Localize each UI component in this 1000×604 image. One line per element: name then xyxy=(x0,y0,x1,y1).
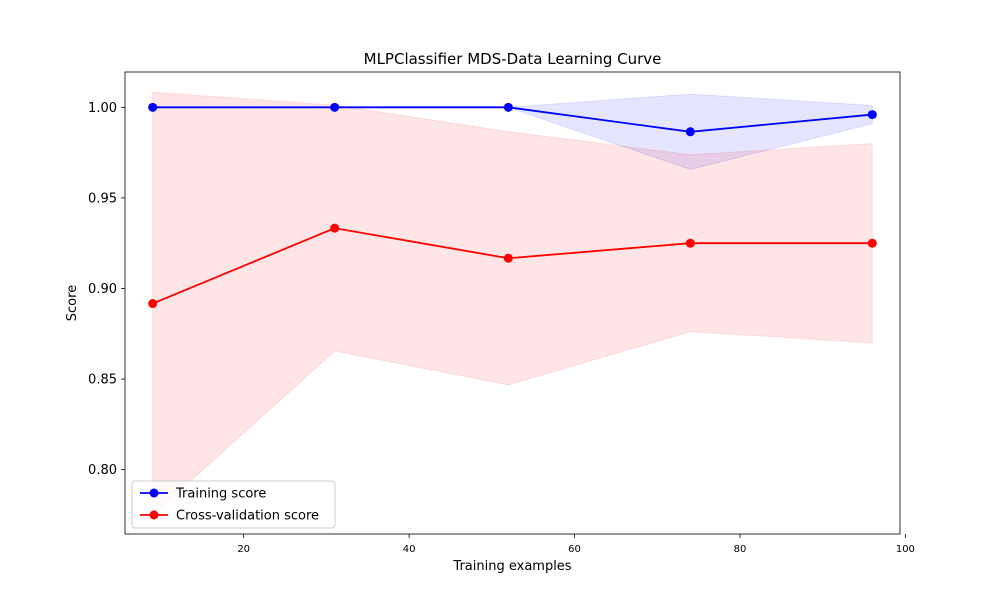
data-point-0-1 xyxy=(330,102,340,112)
data-point-1-0 xyxy=(148,299,158,309)
x-tick-label: 80 xyxy=(734,544,747,555)
x-axis-label: Training examples xyxy=(452,559,571,574)
x-tick-label: 20 xyxy=(237,544,250,555)
legend-label-1: Cross-validation score xyxy=(176,509,319,524)
x-axis-ticks: 20 40 60 80 100 xyxy=(237,534,915,555)
y-axis-label: Score xyxy=(65,285,80,321)
data-point-1-4 xyxy=(867,238,877,248)
y-tick-label: 0.95 xyxy=(88,191,117,206)
legend-label-0: Training score xyxy=(175,487,266,502)
data-point-0-0 xyxy=(148,102,158,112)
plot-frame xyxy=(124,71,901,535)
confidence-band-1 xyxy=(152,91,873,517)
data-point-1-3 xyxy=(685,238,695,248)
y-tick-label: 0.80 xyxy=(88,463,117,478)
data-point-0-4 xyxy=(867,110,877,120)
data-point-1-2 xyxy=(503,253,513,263)
x-tick-label: 100 xyxy=(896,544,915,555)
chart-title: MLPClassifier MDS-Data Learning Curve xyxy=(364,50,662,68)
x-tick-label: 60 xyxy=(568,544,581,555)
y-tick-label: 1.00 xyxy=(88,101,117,116)
data-point-0-3 xyxy=(685,127,695,137)
legend-swatch-marker-0 xyxy=(149,488,159,498)
legend: Training score Cross-validation score xyxy=(131,480,336,529)
y-tick-label: 0.90 xyxy=(88,282,117,297)
data-point-0-2 xyxy=(503,102,513,112)
series-markers xyxy=(148,102,877,309)
y-tick-label: 0.85 xyxy=(88,373,117,388)
plot-background xyxy=(125,72,900,534)
y-axis-ticks: 0.80 0.85 0.90 0.95 1.00 xyxy=(88,101,125,478)
x-tick-label: 40 xyxy=(403,544,416,555)
legend-box xyxy=(131,480,336,529)
legend-swatch-marker-1 xyxy=(149,510,159,520)
data-point-1-1 xyxy=(330,223,340,233)
